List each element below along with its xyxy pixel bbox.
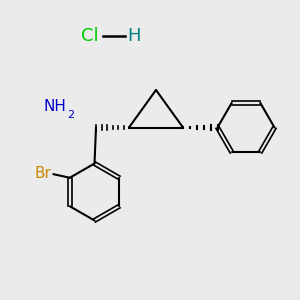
Text: NH: NH bbox=[43, 99, 66, 114]
Text: Cl: Cl bbox=[81, 27, 99, 45]
Text: Br: Br bbox=[34, 166, 51, 181]
Text: 2: 2 bbox=[68, 110, 75, 119]
Text: H: H bbox=[128, 27, 141, 45]
